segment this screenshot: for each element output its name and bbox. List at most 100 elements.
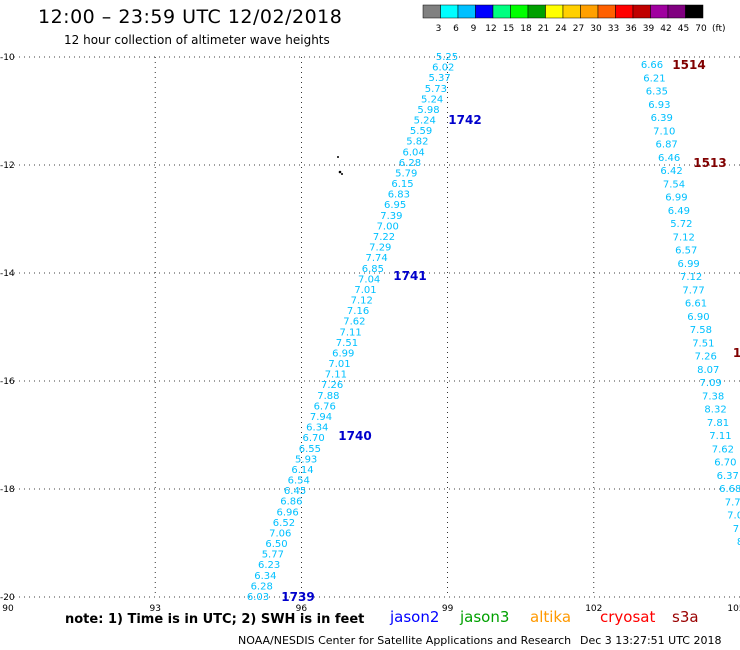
pass-number-label: 1739: [281, 590, 314, 604]
wave-height-value: 6.68: [719, 484, 740, 495]
wave-height-value: 5.24: [421, 94, 443, 105]
wave-height-value: 6.55: [299, 444, 321, 455]
wave-height-value: 7.: [733, 524, 740, 535]
wave-height-value: 7.09: [700, 378, 722, 389]
wave-height-value: 8.07: [697, 365, 719, 376]
wave-height-value: 8: [737, 537, 740, 548]
wave-height-value: 7.38: [702, 391, 724, 402]
wave-height-value: 7.10: [653, 126, 675, 137]
footer-note: note: 1) Time is in UTC; 2) SWH is in fe…: [65, 612, 365, 627]
pass-number-label: 1: [733, 346, 740, 360]
wave-height-value: 7.58: [690, 325, 712, 336]
wave-height-value: 7.51: [336, 338, 358, 349]
lon-tick-label: 102: [585, 604, 602, 614]
colorbar-label: 18: [520, 24, 532, 34]
map-title: 12:00 – 23:59 UTC 12/02/2018: [38, 6, 343, 28]
pass-number-label: 1742: [448, 113, 481, 127]
colorbar-label: 9: [471, 24, 477, 34]
wave-height-value: 7.12: [351, 296, 373, 307]
wave-height-value: 6.96: [277, 507, 299, 518]
generated-timestamp: Dec 3 13:27:51 UTC 2018: [580, 634, 722, 647]
wave-height-value: 6.28: [399, 158, 421, 169]
wave-height-value: 7.22: [373, 232, 395, 243]
pass-number-label: 1741: [393, 269, 426, 283]
wave-height-value: 5.82: [406, 137, 428, 148]
wave-height-value: 6.04: [403, 147, 425, 158]
wave-height-value: 7.62: [343, 317, 365, 328]
wave-height-value: 6.93: [648, 100, 670, 111]
wave-height-value: 7.88: [317, 391, 339, 402]
colorbar-label: 12: [485, 24, 496, 34]
colorbar-label: 70: [695, 24, 707, 34]
wave-height-value: 8.32: [704, 405, 726, 416]
wave-height-value: 6.61: [685, 299, 707, 310]
wave-height-value: 6.03: [247, 592, 269, 603]
wave-height-value: 7.12: [673, 232, 695, 243]
wave-height-value: 7.62: [712, 444, 734, 455]
wave-height-value: 6.45: [284, 486, 306, 497]
wave-height-value: 6.42: [660, 166, 682, 177]
wave-height-value: 6.15: [391, 179, 413, 190]
colorbar-label: 45: [678, 24, 689, 34]
wave-height-value: 7.94: [310, 412, 332, 423]
wave-height-value: 6.76: [314, 401, 336, 412]
wave-height-value: 6.57: [675, 246, 697, 257]
wave-height-value: 6.70: [714, 458, 736, 469]
wave-height-value: 7.7: [725, 497, 740, 508]
lon-tick-label: 96: [296, 604, 308, 614]
wave-height-value: 5.25: [436, 52, 458, 63]
pass-number-label: 1740: [338, 429, 371, 443]
colorbar-label: 15: [503, 24, 514, 34]
lat-tick-label: -12: [0, 161, 15, 171]
wave-height-value: 7.11: [325, 370, 347, 381]
wave-height-value: 6.34: [306, 423, 328, 434]
wave-height-value: 7.29: [369, 243, 391, 254]
colorbar-label: 42: [660, 24, 671, 34]
wave-height-value: 6.99: [678, 259, 700, 270]
wave-height-value: 7.04: [358, 274, 380, 285]
lon-tick-label: 90: [2, 604, 14, 614]
pass-labels: 1739 1740 1741 1742 1514 1513 1: [281, 58, 740, 604]
wave-height-value: 7.01: [328, 359, 350, 370]
wave-height-value: 5.24: [414, 116, 436, 127]
colorbar-legend: 3 6 9 12 15 18 21 24 27 30 33 36 39 42 45 70 (ft): [422, 4, 726, 34]
lat-tick-label: -10: [0, 53, 15, 63]
wave-height-value: 6.23: [258, 560, 280, 571]
wave-height-value: 6.99: [665, 193, 687, 204]
wave-height-value: 7.74: [365, 253, 387, 264]
wave-height-value: 7.12: [680, 272, 702, 283]
lat-tick-label: -14: [0, 269, 15, 279]
wave-height-value: 5.93: [295, 454, 317, 465]
wave-height-value: 5.37: [428, 73, 450, 84]
colorbar-label: 21: [538, 24, 549, 34]
lon-tick-label: 93: [149, 604, 160, 614]
satellite-legend-item: jason3: [460, 608, 510, 626]
wave-height-value: 6.35: [646, 87, 668, 98]
wave-height-value: 6.39: [651, 113, 673, 124]
island-marker: [337, 156, 343, 175]
wave-height-value: 7.00: [377, 221, 399, 232]
wave-height-value: 6.87: [656, 140, 678, 151]
colorbar-label: 6: [453, 24, 459, 34]
colorbar-label: 30: [590, 24, 602, 34]
wave-height-value: 5.77: [262, 550, 284, 561]
wave-height-value: 6.99: [332, 348, 354, 359]
pass-number-label: 1513: [693, 156, 726, 170]
wave-height-value: 5.59: [410, 126, 432, 137]
wave-height-value: 7.77: [682, 285, 704, 296]
wave-height-value: 6.49: [668, 206, 690, 217]
wave-height-value: 6.34: [254, 571, 276, 582]
satellite-legend-item: altika: [530, 608, 572, 626]
wave-height-value: 5.79: [395, 168, 417, 179]
colorbar-unit: (ft): [712, 24, 726, 34]
wave-height-value: 5.73: [425, 84, 447, 95]
wave-height-value: 5.98: [417, 105, 439, 116]
wave-height-value: 7.81: [707, 418, 729, 429]
wave-height-value: 7.39: [380, 211, 402, 222]
wave-height-value: 6.86: [280, 497, 302, 508]
wave-height-value: 5.72: [670, 219, 692, 230]
colorbar-label: 27: [573, 24, 584, 34]
wave-height-value: 6.14: [291, 465, 313, 476]
colorbar-label: 33: [608, 24, 619, 34]
wave-height-value: 7.11: [340, 327, 362, 338]
